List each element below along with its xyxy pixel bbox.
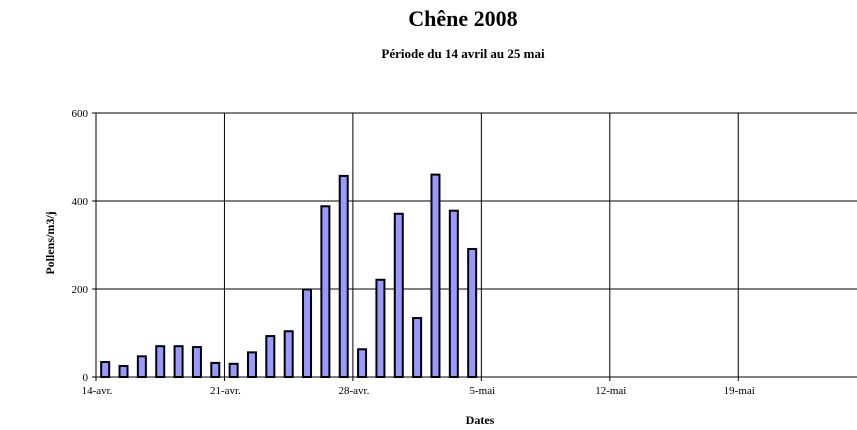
- bar: [118, 365, 129, 378]
- bar: [338, 174, 349, 378]
- x-tick-label: 21-avr.: [210, 385, 241, 397]
- bar: [210, 361, 221, 379]
- bar: [302, 288, 313, 378]
- x-tick-label: 14-avr.: [82, 385, 113, 397]
- bar: [393, 212, 404, 378]
- bar: [412, 317, 423, 379]
- bar: [173, 345, 184, 379]
- x-axis-label: Dates: [466, 413, 495, 427]
- bar: [375, 278, 386, 379]
- bar: [320, 205, 331, 378]
- y-axis-label: Pollens/m3/j: [43, 211, 57, 274]
- grid: [92, 112, 857, 381]
- bar: [191, 346, 202, 378]
- bar: [136, 355, 147, 379]
- bar: [228, 362, 239, 378]
- y-tick-label: 200: [72, 284, 89, 296]
- bar: [100, 361, 111, 379]
- x-tick-label: 19-mai: [724, 385, 755, 397]
- bar: [430, 173, 441, 378]
- x-tick-label: 28-avr.: [338, 385, 369, 397]
- chart-title: Chêne 2008: [408, 6, 517, 31]
- chart-subtitle: Période du 14 avril au 25 mai: [381, 46, 545, 61]
- x-tick-label: 5-mai: [470, 385, 496, 397]
- bar: [357, 348, 368, 378]
- bars: [100, 173, 478, 379]
- y-tick-label: 600: [72, 108, 89, 120]
- bar: [467, 247, 478, 378]
- y-tick-label: 400: [72, 196, 89, 208]
- bar: [246, 351, 257, 378]
- bar: [265, 335, 276, 378]
- x-tick-label: 12-mai: [595, 385, 626, 397]
- y-tick-labels: 0 200 400 600: [72, 108, 89, 384]
- x-tick-labels: 14-avr. 21-avr. 28-avr. 5-mai 12-mai 19-mai: [82, 385, 755, 397]
- bar: [283, 330, 294, 378]
- bar: [155, 345, 166, 379]
- bar: [448, 209, 459, 378]
- y-tick-label: 0: [83, 372, 89, 384]
